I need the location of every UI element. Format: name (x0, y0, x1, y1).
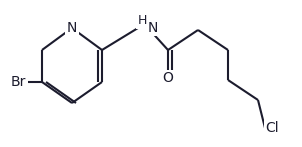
Text: Cl: Cl (265, 121, 279, 135)
Text: O: O (162, 71, 173, 85)
Text: N: N (148, 21, 158, 35)
Text: H: H (137, 15, 147, 27)
Text: Br: Br (10, 75, 26, 89)
Text: N: N (67, 21, 77, 35)
